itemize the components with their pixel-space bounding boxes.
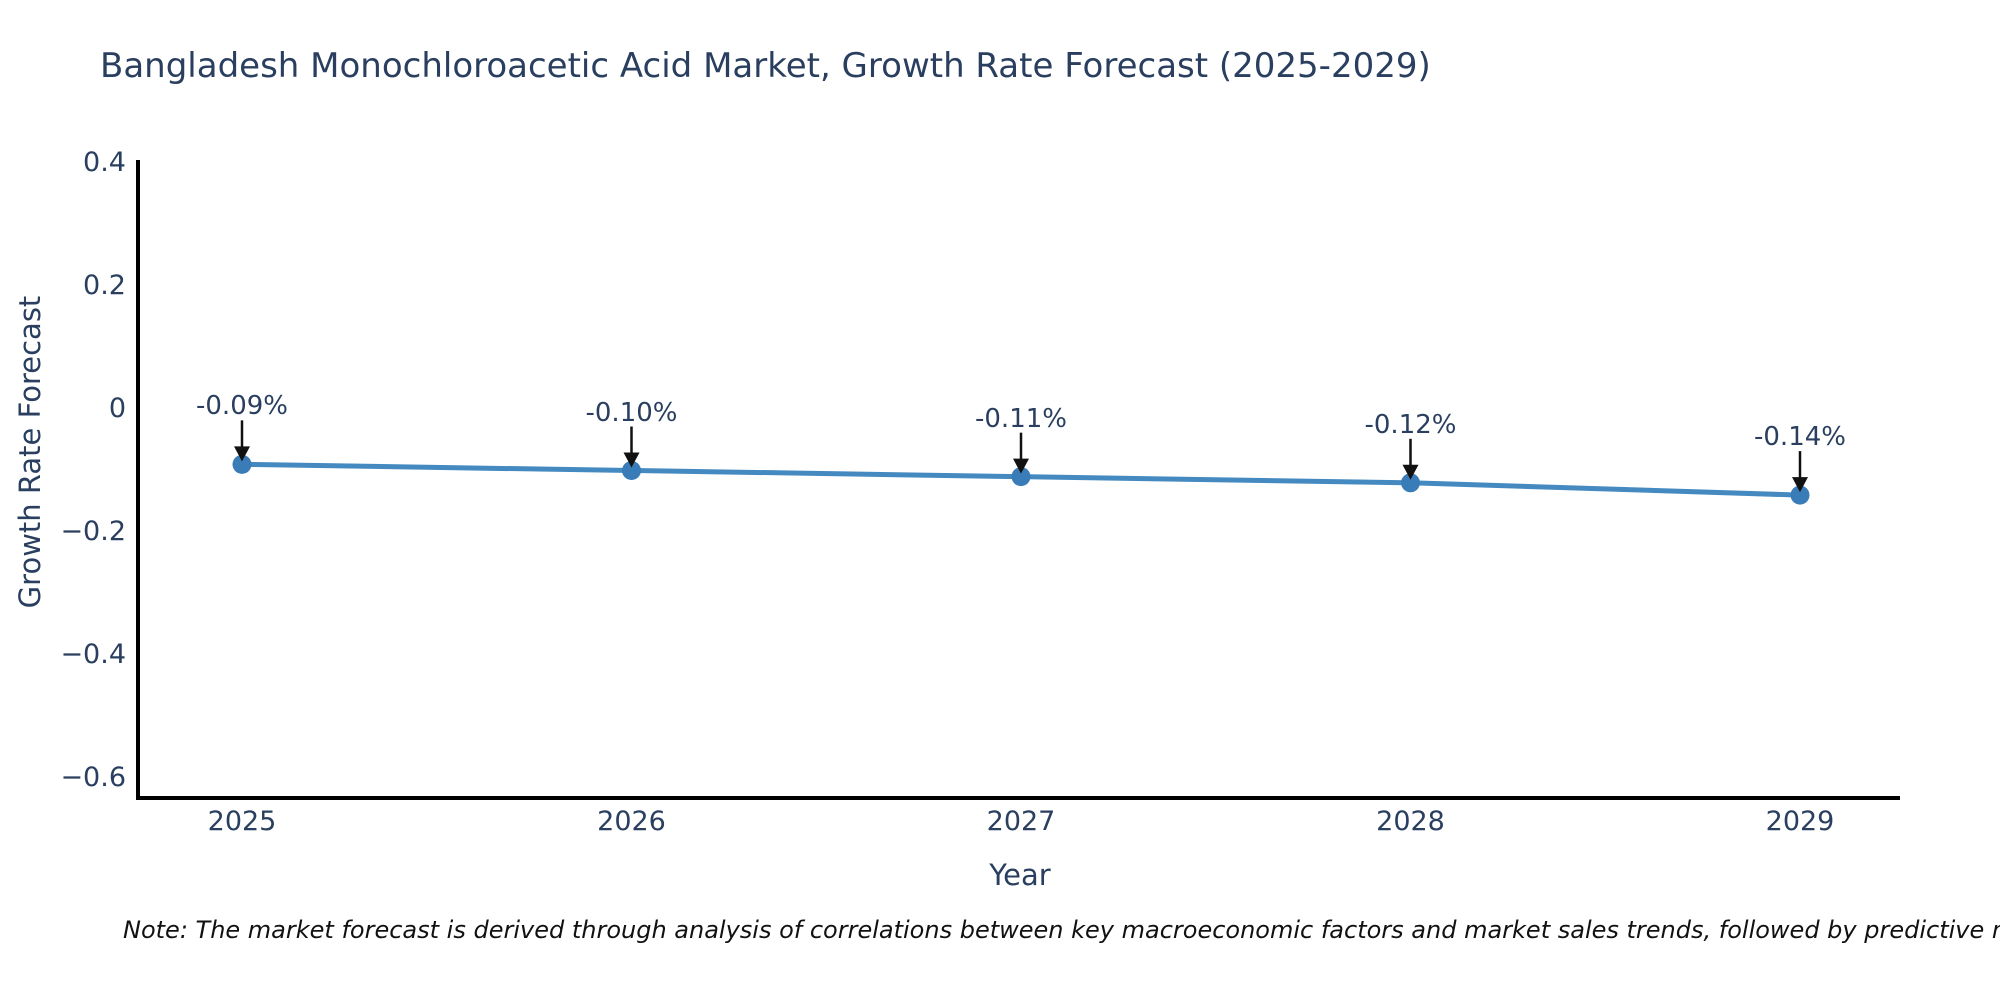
x-tick-label: 2029 [1765,806,1835,837]
y-tick-label: −0.2 [60,515,126,547]
y-tick-label: −0.4 [60,638,126,670]
point-annotation-label: -0.10% [585,397,678,428]
chart-title: Bangladesh Monochloroacetic Acid Market,… [100,46,1431,86]
point-annotation-label: -0.11% [975,403,1067,434]
plot-area [136,160,1900,800]
x-tick-label: 2028 [1376,806,1445,837]
y-tick-label: 0.4 [83,146,126,178]
point-annotation-label: -0.09% [196,391,288,422]
point-annotation-label: -0.14% [1754,422,1846,453]
y-axis-title: Growth Rate Forecast [13,295,47,609]
y-tick-label: 0 [108,392,126,424]
x-tick-label: 2027 [986,806,1056,837]
y-tick-label: 0.2 [83,269,126,301]
x-tick-label: 2026 [597,806,666,837]
x-tick-label: 2025 [207,806,277,837]
x-axis-title: Year [989,858,1051,892]
y-tick-label: −0.6 [60,761,126,793]
point-annotation-label: -0.12% [1364,409,1457,440]
footnote: Note: The market forecast is derived thr… [123,916,2000,944]
